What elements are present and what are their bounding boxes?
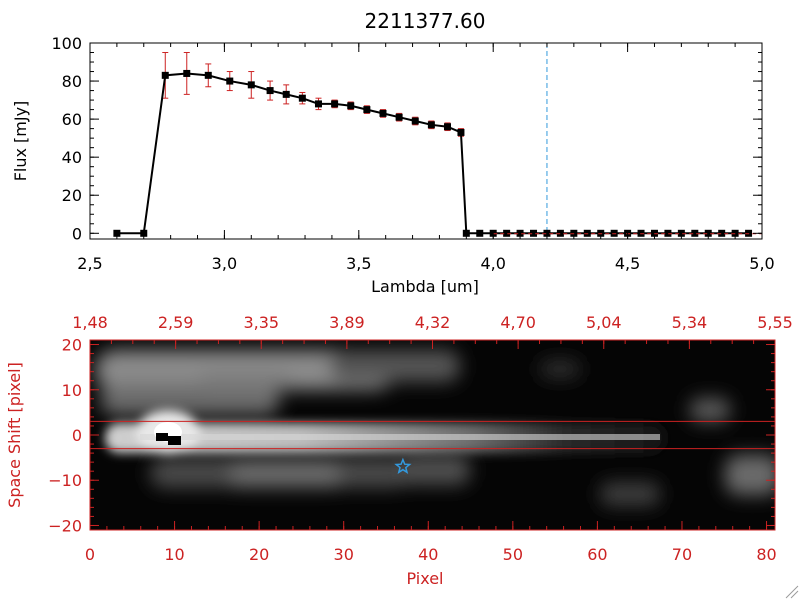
x-tick-label: 5,0 — [749, 254, 774, 273]
data-point — [282, 90, 290, 98]
y-axis-label: Flux [mJy] — [11, 101, 30, 182]
data-point — [556, 229, 564, 237]
image-x-tick-label: 20 — [249, 545, 269, 564]
image-top-tick-label: 5,55 — [757, 313, 793, 332]
data-point — [298, 94, 306, 102]
y-tick-label: 80 — [62, 72, 82, 91]
image-top-tick-label: 3,89 — [329, 313, 365, 332]
y-tick-label: 60 — [62, 110, 82, 129]
y-tick-label: 20 — [62, 186, 82, 205]
image-y-tick-label: 20 — [62, 336, 82, 355]
image-top-tick-label: 2,59 — [158, 313, 194, 332]
data-point — [677, 229, 685, 237]
data-point — [331, 100, 339, 108]
data-point — [183, 69, 191, 77]
spectrum-line — [116, 72, 749, 235]
chart-title: 2211377.60 — [365, 9, 486, 33]
data-point — [411, 117, 419, 125]
x-tick-label: 4,5 — [615, 254, 640, 273]
data-point — [379, 109, 387, 117]
data-point — [140, 229, 148, 237]
data-point — [718, 229, 726, 237]
image-top-tick-label: 5,34 — [672, 313, 708, 332]
data-point — [363, 106, 371, 114]
image-y-axis-label: Space Shift [pixel] — [5, 362, 24, 508]
x-tick-label: 2,5 — [77, 254, 102, 273]
image-y-tick-label: 0 — [72, 426, 82, 445]
data-point — [503, 229, 511, 237]
data-point — [664, 229, 672, 237]
data-point — [444, 123, 452, 131]
data-point — [314, 100, 322, 108]
image-x-tick-label: 50 — [503, 545, 523, 564]
data-point — [161, 71, 169, 79]
data-point — [247, 81, 255, 89]
image-y-tick-label: −10 — [48, 471, 82, 490]
image-axes: 0 10 20 30 40 50 60 70 80 1,48 2,59 3,35 3,89 4,32 4,7… — [48, 313, 793, 564]
data-point — [113, 229, 121, 237]
data-point — [691, 229, 699, 237]
star-marker-shape — [394, 457, 412, 474]
image-y-tick-label: −20 — [48, 516, 82, 535]
x-tick-label: 4,0 — [480, 254, 505, 273]
data-point — [704, 229, 712, 237]
image-x-tick-label: 10 — [164, 545, 184, 564]
data-point — [347, 102, 355, 110]
data-point — [395, 113, 403, 121]
data-point — [226, 77, 234, 85]
data-point — [427, 121, 435, 129]
image-x-tick-label: 30 — [334, 545, 354, 564]
data-point — [476, 229, 484, 237]
x-tick-label: 3,5 — [346, 254, 371, 273]
star-marker — [394, 457, 412, 474]
image-top-tick-label: 4,32 — [415, 313, 451, 332]
data-point — [530, 229, 538, 237]
y-tick-label: 100 — [51, 34, 82, 53]
data-point — [543, 229, 551, 237]
x-axis-label: Lambda [um] — [371, 277, 479, 296]
spectrum-axes: 2,5 3,0 3,5 4,0 4,5 5,0 0 20 40 60 80 100 — [51, 34, 774, 273]
spectral-image — [90, 340, 775, 530]
image-x-axis-label: Pixel — [406, 569, 443, 588]
image-top-tick-label: 4,70 — [500, 313, 536, 332]
image-x-tick-label: 0 — [85, 545, 95, 564]
image-top-tick-label: 1,48 — [72, 313, 108, 332]
image-y-tick-label: 10 — [62, 381, 82, 400]
spectrum-plot-frame — [89, 42, 763, 240]
resize-grip-icon[interactable] — [785, 585, 799, 599]
image-top-tick-label: 3,35 — [243, 313, 279, 332]
image-x-tick-label: 80 — [756, 545, 776, 564]
data-point — [462, 229, 470, 237]
y-tick-label: 0 — [72, 224, 82, 243]
image-top-tick-label: 5,04 — [586, 313, 622, 332]
image-x-tick-label: 70 — [672, 545, 692, 564]
data-point — [457, 128, 465, 136]
data-point — [266, 87, 274, 95]
data-point — [204, 71, 212, 79]
image-x-tick-label: 40 — [418, 545, 438, 564]
spectrum-data-layer — [113, 43, 762, 239]
x-tick-label: 3,0 — [212, 254, 237, 273]
data-point — [516, 229, 524, 237]
spectral-image-plot: 0 10 20 30 40 50 60 70 80 1,48 2,59 3,35 3,89 4,32 4,7… — [5, 313, 793, 588]
spectrum-plot: 2211377.60 2,5 3,0 3,5 4,0 4,5 5,0 0 20 40 60 80 10… — [11, 9, 775, 296]
y-tick-label: 40 — [62, 148, 82, 167]
image-x-tick-label: 60 — [587, 545, 607, 564]
